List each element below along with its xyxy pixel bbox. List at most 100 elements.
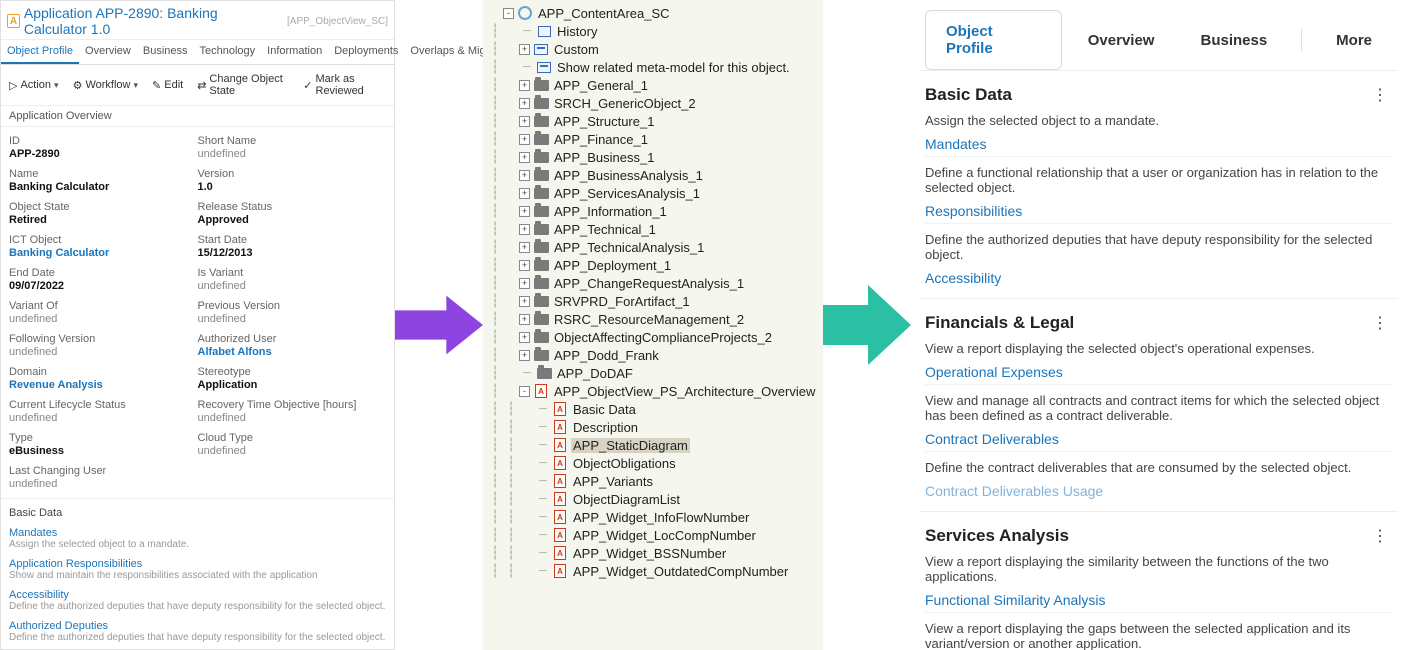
tree-label[interactable]: APP_Widget_InfoFlowNumber <box>571 510 751 525</box>
right-tab-overview[interactable]: Overview <box>1068 20 1175 61</box>
change-state-button[interactable]: ⇄Change Object State <box>197 73 289 97</box>
card-item-link[interactable]: Mandates <box>925 132 1392 157</box>
tree-label[interactable]: APP_Widget_BSSNumber <box>571 546 728 561</box>
tree-row[interactable]: ┆┆┈AObjectObligations <box>487 454 823 472</box>
tree-label[interactable]: APP_General_1 <box>552 78 650 93</box>
left-tab-overview[interactable]: Overview <box>79 40 137 64</box>
tree-row[interactable]: ┆+APP_TechnicalAnalysis_1 <box>487 238 823 256</box>
tree-expander[interactable]: + <box>519 98 530 109</box>
tree-expander[interactable]: - <box>503 8 514 19</box>
tree-expander[interactable]: + <box>519 278 530 289</box>
basic-item-link[interactable]: Authorized Deputies <box>9 616 386 632</box>
field-value[interactable]: Alfabet Alfons <box>198 346 387 358</box>
basic-item-link[interactable]: Authorized User Groups <box>9 647 386 649</box>
tree-label[interactable]: APP_Deployment_1 <box>552 258 673 273</box>
tree-row[interactable]: ┆┈Show related meta-model for this objec… <box>487 58 823 76</box>
tree-label[interactable]: Show related meta-model for this object. <box>555 60 792 75</box>
tree-expander[interactable]: + <box>519 350 530 361</box>
tree-expander[interactable]: + <box>519 116 530 127</box>
tree-label[interactable]: APP_ContentArea_SC <box>536 6 672 21</box>
tree-row[interactable]: - APP_ContentArea_SC <box>487 4 823 22</box>
tree-expander[interactable]: + <box>519 152 530 163</box>
tree-expander[interactable]: + <box>519 224 530 235</box>
card-item-link[interactable]: Functional Similarity Analysis <box>925 588 1392 613</box>
tree-label[interactable]: APP_TechnicalAnalysis_1 <box>552 240 706 255</box>
card-menu-icon[interactable]: ⋮ <box>1368 313 1392 333</box>
tree-label[interactable]: APP_Structure_1 <box>552 114 656 129</box>
tree-label[interactable]: APP_Widget_OutdatedCompNumber <box>571 564 790 579</box>
mark-reviewed-button[interactable]: ✓Mark as Reviewed <box>303 73 386 97</box>
tree-expander[interactable]: + <box>519 296 530 307</box>
right-tab-object-profile[interactable]: Object Profile <box>925 10 1062 70</box>
tree-label[interactable]: APP_Finance_1 <box>552 132 650 147</box>
basic-item-link[interactable]: Accessibility <box>9 585 386 601</box>
card-item-link[interactable]: Responsibilities <box>925 199 1392 224</box>
tree-row[interactable]: ┆┆┈AAPP_Widget_InfoFlowNumber <box>487 508 823 526</box>
tree-row[interactable]: ┆+APP_Dodd_Frank <box>487 346 823 364</box>
tree-expander[interactable]: + <box>519 332 530 343</box>
tree-expander[interactable]: + <box>519 260 530 271</box>
tree-label[interactable]: APP_Technical_1 <box>552 222 658 237</box>
tree-label[interactable]: APP_ServicesAnalysis_1 <box>552 186 702 201</box>
tree-label[interactable]: APP_Information_1 <box>552 204 669 219</box>
basic-item-link[interactable]: Mandates <box>9 523 386 539</box>
tree-row[interactable]: ┆+APP_General_1 <box>487 76 823 94</box>
card-item-link[interactable]: Contract Deliverables Usage <box>925 479 1392 503</box>
tree-row[interactable]: ┆┆┈AAPP_Widget_LocCompNumber <box>487 526 823 544</box>
tree-row[interactable]: ┆+SRVPRD_ForArtifact_1 <box>487 292 823 310</box>
tree-row[interactable]: ┆-AAPP_ObjectView_PS_Architecture_Overvi… <box>487 382 823 400</box>
right-tab-business[interactable]: Business <box>1180 20 1287 61</box>
tree-row[interactable]: ┆+Custom <box>487 40 823 58</box>
tree-row[interactable]: ┆+APP_BusinessAnalysis_1 <box>487 166 823 184</box>
action-menu[interactable]: ▷Action <box>9 79 59 92</box>
tree-row[interactable]: ┆┆┈AAPP_Widget_BSSNumber <box>487 544 823 562</box>
tree-row[interactable]: ┆+SRCH_GenericObject_2 <box>487 94 823 112</box>
tree-expander[interactable]: + <box>519 80 530 91</box>
tree-expander[interactable]: + <box>519 170 530 181</box>
tree-row[interactable]: ┆+RSRC_ResourceManagement_2 <box>487 310 823 328</box>
tree-expander[interactable]: + <box>519 242 530 253</box>
tree-label[interactable]: Description <box>571 420 640 435</box>
tree-label[interactable]: Custom <box>552 42 601 57</box>
tree-label[interactable]: History <box>555 24 599 39</box>
basic-item-link[interactable]: Application Responsibilities <box>9 554 386 570</box>
tree-row[interactable]: ┆+ObjectAffectingComplianceProjects_2 <box>487 328 823 346</box>
tree-row[interactable]: ┆┆┈AAPP_Variants <box>487 472 823 490</box>
tree-label[interactable]: ObjectObligations <box>571 456 678 471</box>
tree-expander[interactable]: + <box>519 206 530 217</box>
tree-label[interactable]: APP_BusinessAnalysis_1 <box>552 168 705 183</box>
left-tab-business[interactable]: Business <box>137 40 194 64</box>
tree-row[interactable]: ┆+APP_Structure_1 <box>487 112 823 130</box>
left-tab-object-profile[interactable]: Object Profile <box>1 40 79 64</box>
field-value[interactable]: Banking Calculator <box>9 247 198 259</box>
tree-label[interactable]: RSRC_ResourceManagement_2 <box>552 312 746 327</box>
tree-expander[interactable]: + <box>519 188 530 199</box>
tree-row[interactable]: ┆┈History <box>487 22 823 40</box>
tree-row[interactable]: ┆┈APP_DoDAF <box>487 364 823 382</box>
tree-label[interactable]: APP_Dodd_Frank <box>552 348 661 363</box>
tree-label[interactable]: APP_ObjectView_PS_Architecture_Overview <box>552 384 817 399</box>
tree-expander[interactable]: + <box>519 134 530 145</box>
tree-expander[interactable]: - <box>519 386 530 397</box>
tree-expander[interactable]: + <box>519 44 530 55</box>
tree-label[interactable]: SRCH_GenericObject_2 <box>552 96 698 111</box>
tree-label[interactable]: APP_Variants <box>571 474 655 489</box>
card-item-link[interactable]: Operational Expenses <box>925 360 1392 385</box>
tree-label[interactable]: APP_ChangeRequestAnalysis_1 <box>552 276 746 291</box>
tree-row[interactable]: ┆+APP_Finance_1 <box>487 130 823 148</box>
tree-label[interactable]: APP_DoDAF <box>555 366 635 381</box>
tree-row[interactable]: ┆┆┈AAPP_Widget_OutdatedCompNumber <box>487 562 823 580</box>
edit-button[interactable]: ✎Edit <box>152 79 183 92</box>
field-value[interactable]: Revenue Analysis <box>9 379 198 391</box>
left-tab-information[interactable]: Information <box>261 40 328 64</box>
tree-row[interactable]: ┆┆┈ADescription <box>487 418 823 436</box>
tree-label[interactable]: APP_StaticDiagram <box>571 438 690 453</box>
card-menu-icon[interactable]: ⋮ <box>1368 526 1392 546</box>
workflow-menu[interactable]: ⚙Workflow <box>73 79 138 92</box>
tree-label[interactable]: APP_Widget_LocCompNumber <box>571 528 758 543</box>
tree-label[interactable]: ObjectDiagramList <box>571 492 682 507</box>
tree-row[interactable]: ┆+APP_Technical_1 <box>487 220 823 238</box>
tree-row[interactable]: ┆┆┈ABasic Data <box>487 400 823 418</box>
tree-label[interactable]: Basic Data <box>571 402 638 417</box>
left-tab-deployments[interactable]: Deployments <box>328 40 404 64</box>
